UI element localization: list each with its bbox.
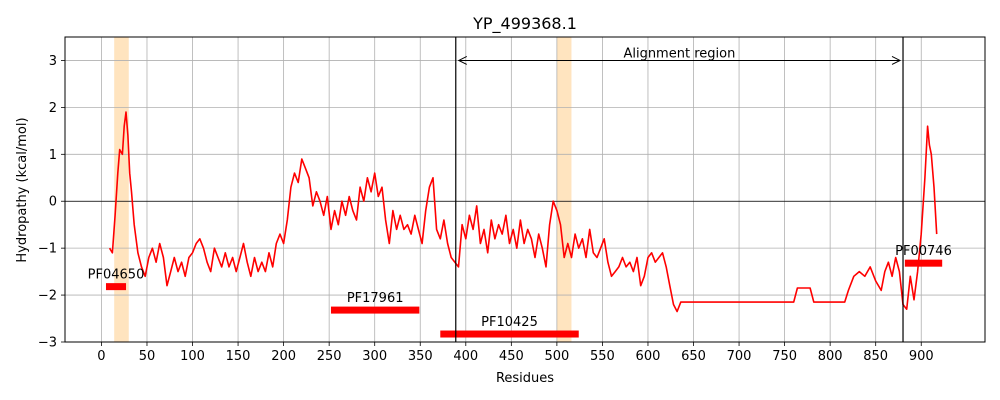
y-tick-label: −2	[38, 289, 57, 304]
chart-title: YP_499368.1	[472, 14, 577, 34]
x-axis-label: Residues	[496, 371, 554, 386]
domain-label-pf10425: PF10425	[481, 315, 538, 330]
x-tick-label: 100	[180, 349, 205, 364]
x-tick-label: 600	[636, 349, 661, 364]
x-tick-label: 800	[818, 349, 843, 364]
plot-frame	[64, 36, 986, 343]
alignment-boundaries	[455, 37, 904, 342]
domain-bar-pf00746	[904, 259, 943, 267]
x-tick-label: 300	[362, 349, 387, 364]
x-tick-label: 350	[408, 349, 433, 364]
series-layer	[108, 111, 938, 313]
y-tick-label: −3	[38, 336, 57, 351]
hydropathy-series-line	[108, 111, 938, 313]
x-tick-label: 0	[97, 349, 105, 364]
x-tick-label: 850	[863, 349, 888, 364]
domain-label-pf00746: PF00746	[895, 244, 952, 259]
alignment-arrow-head-right	[891, 56, 902, 65]
alignment-region-label: Alignment region	[623, 46, 735, 61]
domain-labels: PF04650 PF17961 PF10425 PF00746	[88, 244, 952, 330]
x-tick-label: 50	[139, 349, 156, 364]
y-axis-label: Hydropathy (kcal/mol)	[15, 117, 30, 262]
domain-label-pf17961: PF17961	[347, 291, 404, 306]
x-tick-label: 900	[909, 349, 934, 364]
x-tick-label: 750	[772, 349, 797, 364]
domain-bar-pf04650	[105, 283, 127, 291]
x-tick-label: 450	[499, 349, 524, 364]
alignment-arrow-head-left	[457, 56, 467, 65]
domain-bar-pf17961	[330, 306, 420, 314]
x-tick-label: 200	[271, 349, 296, 364]
y-axis-ticks: −3 −2 −1 0 1 2 3	[38, 54, 65, 351]
highlight-bands	[114, 37, 572, 342]
x-tick-label: 150	[226, 349, 251, 364]
x-tick-label: 250	[317, 349, 342, 364]
x-tick-label: 500	[544, 349, 569, 364]
highlight-band-1	[556, 37, 572, 342]
x-axis-ticks: 0 50 100 150 200 250 300 350 400 450 500 550 600 650 7…	[97, 342, 934, 364]
y-tick-label: 3	[49, 54, 57, 69]
x-tick-label: 400	[453, 349, 478, 364]
y-tick-label: 2	[49, 101, 57, 116]
y-tick-label: 1	[49, 148, 57, 163]
y-tick-label: −1	[38, 242, 57, 257]
alignment-arrow	[457, 56, 902, 65]
y-tick-label: 0	[49, 195, 57, 210]
x-tick-label: 700	[727, 349, 752, 364]
domain-bar-pf10425	[440, 330, 579, 338]
domain-label-pf04650: PF04650	[88, 268, 145, 283]
x-tick-label: 650	[681, 349, 706, 364]
x-tick-label: 550	[590, 349, 615, 364]
domain-bars	[105, 259, 943, 338]
